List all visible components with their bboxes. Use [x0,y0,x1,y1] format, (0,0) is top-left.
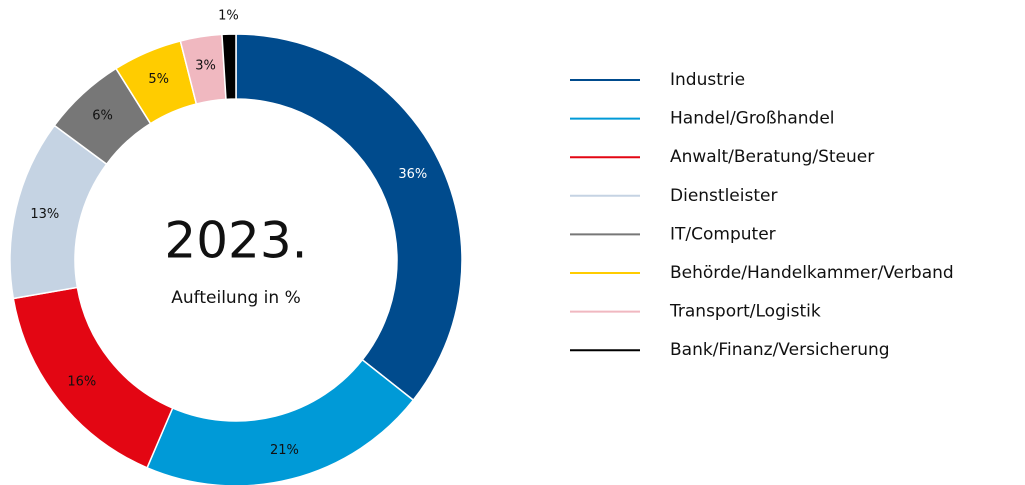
legend-label: IT/Computer [670,224,776,244]
chart-title: 2023. [164,212,307,270]
donut-segment [221,33,237,101]
data-label: 1% [218,9,239,24]
donut-segment [146,358,415,485]
data-label: 6% [92,108,113,123]
legend-label: Bank/Finanz/Versicherung [670,340,890,360]
data-label: 21% [270,443,299,458]
data-label: 16% [67,374,96,389]
legend-label: Anwalt/Beratung/Steuer [670,147,874,167]
legend-label: Transport/Logistik [669,302,821,322]
data-label: 13% [30,207,59,222]
data-label: 36% [398,167,427,182]
legend-label: Dienstleister [670,186,777,206]
legend-label: Handel/Großhandel [670,109,835,129]
donut-segment [235,33,463,402]
chart-subtitle: Aufteilung in % [171,288,300,308]
data-label: 5% [148,72,169,87]
legend-label: Behörde/Handelkammer/Verband [670,263,954,283]
data-label: 3% [195,58,216,73]
legend-label: Industrie [670,70,745,90]
